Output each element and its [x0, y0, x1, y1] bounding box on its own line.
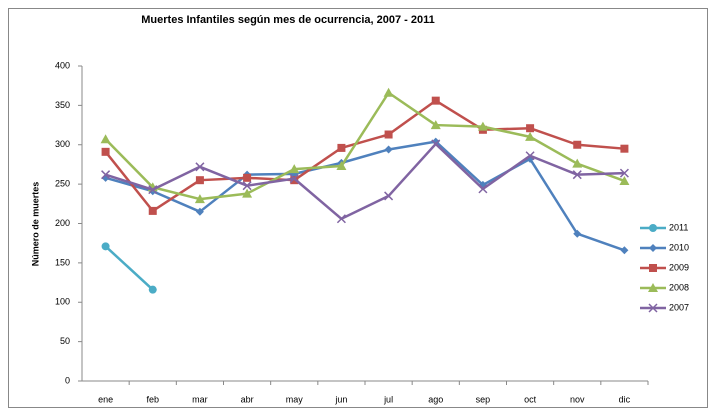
point	[431, 96, 440, 105]
point	[431, 139, 441, 149]
x-tick-label: oct	[524, 394, 537, 404]
point	[384, 191, 394, 201]
y-tick-label: 250	[55, 179, 70, 189]
legend-label: 2009	[669, 262, 689, 272]
point	[195, 162, 205, 172]
x-tick-label: may	[286, 394, 304, 404]
line	[104, 99, 625, 213]
legend-label: 2008	[669, 282, 689, 292]
point	[336, 161, 347, 171]
y-tick-label: 300	[55, 139, 70, 149]
y-tick-label: 50	[60, 336, 70, 346]
point	[384, 130, 393, 139]
legend-marker	[648, 303, 658, 313]
point	[337, 143, 346, 152]
x-tick-label: mar	[192, 394, 208, 404]
point	[619, 168, 629, 178]
point	[148, 285, 157, 294]
point	[619, 175, 630, 185]
line	[105, 142, 625, 221]
y-tick-label: 150	[55, 257, 70, 267]
point	[383, 87, 394, 97]
chart-title: Muertes Infantiles según mes de ocurrenc…	[141, 14, 434, 26]
point	[430, 120, 441, 130]
y-axis-label: Número de muertes	[30, 182, 40, 267]
x-tick-label: feb	[146, 394, 159, 404]
point	[243, 173, 252, 182]
point	[525, 131, 536, 141]
y-tick-label: 100	[55, 297, 70, 307]
x-tick-label: ene	[98, 394, 113, 404]
chart-border	[8, 8, 708, 408]
point	[242, 188, 253, 198]
x-tick-label: jul	[383, 394, 393, 404]
point	[289, 164, 300, 174]
point	[431, 137, 440, 146]
point	[336, 214, 346, 224]
point	[478, 184, 488, 194]
legend-marker	[649, 244, 657, 252]
legend-marker	[649, 224, 657, 232]
legend-label: 2010	[669, 242, 689, 252]
y-tick-label: 200	[55, 218, 70, 228]
point	[525, 151, 535, 161]
point	[477, 121, 488, 131]
point	[100, 134, 111, 144]
x-tick-label: jun	[334, 394, 347, 404]
point	[195, 176, 204, 185]
point	[289, 174, 299, 184]
point	[572, 158, 583, 168]
point	[195, 207, 204, 216]
point	[148, 185, 158, 195]
legend-label: 2011	[669, 222, 688, 232]
point	[620, 246, 629, 255]
point	[573, 140, 582, 149]
point	[242, 181, 252, 191]
point	[620, 144, 629, 153]
point	[526, 124, 535, 133]
y-tick-label: 400	[55, 60, 70, 70]
point	[101, 170, 111, 180]
x-tick-label: dic	[619, 394, 631, 404]
legend-marker	[649, 264, 657, 272]
line	[105, 140, 625, 252]
x-tick-label: nov	[570, 394, 585, 404]
legend-label: 2007	[669, 302, 689, 312]
x-tick-label: ago	[428, 394, 443, 404]
x-tick-label: abr	[241, 394, 254, 404]
point	[101, 147, 110, 156]
point	[384, 145, 393, 154]
point	[101, 242, 110, 251]
x-tick-label: sep	[476, 394, 491, 404]
y-tick-label: 350	[55, 100, 70, 110]
y-tick-label: 0	[65, 375, 70, 385]
line	[104, 91, 625, 201]
line	[104, 245, 154, 291]
point	[194, 194, 205, 204]
point	[148, 206, 157, 215]
point	[573, 229, 582, 238]
legend-marker	[648, 283, 658, 292]
point	[572, 170, 582, 180]
